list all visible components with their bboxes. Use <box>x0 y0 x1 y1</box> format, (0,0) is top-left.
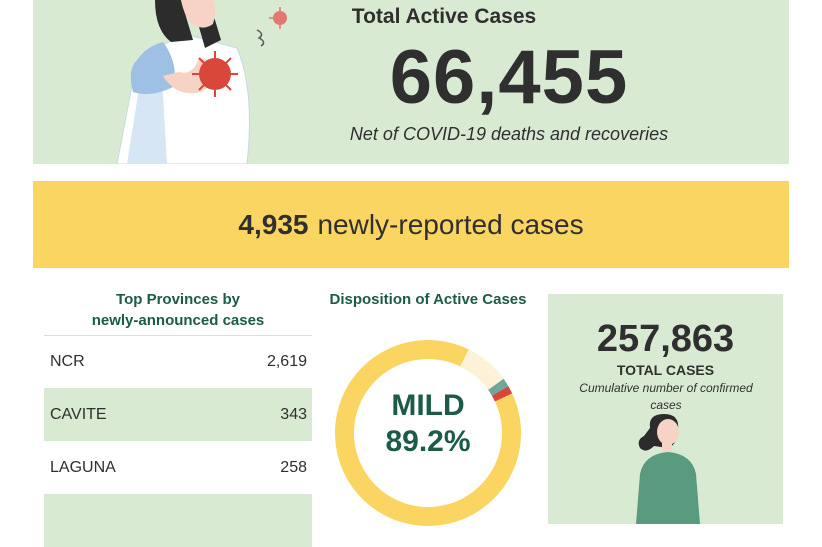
province-value: 2,619 <box>266 353 307 370</box>
province-name: CAVITE <box>50 405 107 423</box>
new-cases-label: newly-reported cases <box>317 208 584 240</box>
provinces-title-line2: newly-announced cases <box>91 312 265 329</box>
provinces-title: Top Provinces by newly-announced cases <box>44 289 312 331</box>
table-row: NCR 2,619 <box>44 335 312 388</box>
donut-center-category: MILD <box>391 389 465 422</box>
provinces-table: NCR 2,619 CAVITE 343 LAGUNA 258 <box>44 335 312 547</box>
donut-slice-3 <box>491 386 513 402</box>
active-cases-value: 66,455 <box>389 35 629 120</box>
coughing-woman-illustration <box>116 0 287 164</box>
table-row <box>44 494 312 547</box>
active-cases-subtitle: Net of COVID-19 deaths and recoveries <box>349 124 669 144</box>
table-row: CAVITE 343 <box>44 388 312 441</box>
donut-center-value: 89.2% <box>385 425 471 458</box>
woman-illustration <box>636 414 700 524</box>
province-value: 343 <box>280 405 307 423</box>
province-name: NCR <box>50 353 85 370</box>
province-value: 258 <box>280 458 307 476</box>
disposition-title: Disposition of Active Cases <box>329 291 527 308</box>
new-cases-text: 4,935 newly-reported cases <box>33 181 789 268</box>
disposition-donut-chart <box>334 340 521 526</box>
new-cases-banner: 4,935 newly-reported cases <box>33 181 789 268</box>
total-cases-value: 257,863 <box>596 318 735 360</box>
total-cases-description: Cumulative number of confirmed cases <box>579 381 753 412</box>
active-cases-panel: Total Active Cases 66,455 Net of COVID-1… <box>33 0 789 164</box>
provinces-title-line1: Top Provinces by <box>116 291 240 308</box>
active-cases-title: Total Active Cases <box>351 5 537 28</box>
donut-slice-1 <box>460 349 504 390</box>
total-cases-panel: 257,863 TOTAL CASES Cumulative number of… <box>548 294 783 524</box>
total-cases-label: TOTAL CASES <box>616 362 715 378</box>
table-row: LAGUNA 258 <box>44 441 312 494</box>
province-name: LAGUNA <box>50 458 116 476</box>
new-cases-value: 4,935 <box>238 208 309 240</box>
donut-slice-2 <box>488 378 509 396</box>
donut-center-label: MILD 89.2% <box>333 388 523 460</box>
